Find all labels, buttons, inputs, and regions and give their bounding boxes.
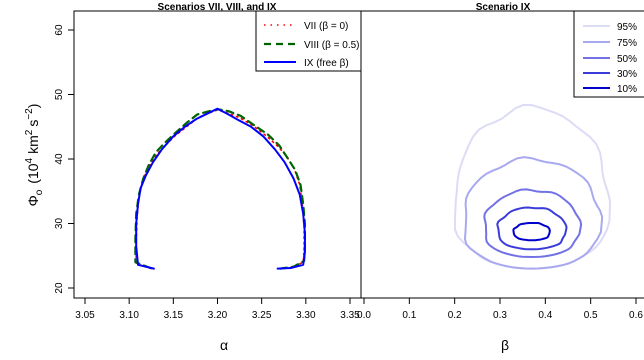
right-contours bbox=[453, 103, 611, 270]
right-x-tick-label: 0.6 bbox=[629, 310, 643, 321]
left-x-ticks: 3.05 3.10 3.15 3.20 3.25 3.30 3.35 bbox=[75, 298, 360, 321]
legend-label-75: 75% bbox=[617, 38, 637, 49]
y-label-phi-sub: o bbox=[34, 189, 45, 195]
contour-50pct bbox=[483, 188, 583, 258]
left-x-tick-label: 3.10 bbox=[119, 310, 139, 321]
right-plot-frame bbox=[360, 10, 644, 299]
right-x-tick-label: 0.1 bbox=[402, 310, 416, 321]
right-chart-title: Scenario IX bbox=[476, 2, 531, 13]
contour-30pct bbox=[496, 206, 568, 251]
right-panel: Scenario IX 0.0 0.1 0.2 0.3 0.4 0.5 0.6 β 95% … bbox=[357, 2, 644, 353]
contour-95pct bbox=[453, 103, 611, 270]
left-y-tick-label: 50 bbox=[54, 89, 65, 101]
right-x-tick-label: 0.3 bbox=[493, 310, 507, 321]
y-label-unit-exp3: −2 bbox=[24, 108, 35, 120]
series-curve-1 bbox=[134, 108, 306, 270]
legend-label-30: 30% bbox=[617, 69, 637, 80]
y-label-unit-km: km bbox=[25, 135, 41, 154]
legend-label-50: 50% bbox=[617, 54, 637, 65]
right-x-tick-label: 0.5 bbox=[584, 310, 598, 321]
contour-10pct bbox=[512, 222, 551, 242]
left-curves bbox=[134, 107, 306, 270]
left-y-tick-label: 40 bbox=[54, 153, 65, 165]
left-x-tick-label: 3.30 bbox=[296, 310, 316, 321]
left-x-tick-label: 3.25 bbox=[252, 310, 272, 321]
legend-label-ix: IX (free β) bbox=[304, 58, 349, 69]
series-curve-0 bbox=[135, 109, 305, 270]
left-x-tick-label: 3.20 bbox=[208, 310, 228, 321]
right-x-ticks: 0.0 0.1 0.2 0.3 0.4 0.5 0.6 bbox=[357, 298, 643, 321]
legend-label-vii: VII (β = 0) bbox=[304, 21, 348, 32]
left-legend: VII (β = 0) VIII (β = 0.5) IX (free β) bbox=[255, 10, 362, 72]
legend-label-viii: VIII (β = 0.5) bbox=[304, 40, 360, 51]
left-chart-title: Scenarios VII, VIII, and IX bbox=[158, 2, 277, 13]
right-x-tick-label: 0.2 bbox=[448, 310, 462, 321]
y-label-phi: Φ bbox=[25, 195, 41, 206]
right-x-axis-label: β bbox=[501, 337, 509, 353]
left-x-tick-label: 3.35 bbox=[340, 310, 360, 321]
left-y-tick-label: 30 bbox=[54, 218, 65, 230]
right-x-tick-label: 0.0 bbox=[357, 310, 371, 321]
y-axis-label: Φo (104 km2 s−2) bbox=[24, 104, 45, 207]
left-panel: Scenarios VII, VIII, and IX 3.05 3.10 3.15… bbox=[24, 2, 362, 353]
right-legend: 95% 75% 50% 30% 10% bbox=[573, 10, 644, 98]
contour-75pct bbox=[463, 156, 604, 270]
y-label-unit-close: ) bbox=[25, 104, 41, 109]
legend-label-10: 10% bbox=[617, 84, 637, 95]
left-x-tick-label: 3.15 bbox=[164, 310, 184, 321]
y-label-unit-s: s bbox=[25, 120, 41, 127]
y-label-unit-exp2: 2 bbox=[24, 129, 35, 135]
y-label-unit-open: (10 bbox=[25, 163, 41, 183]
left-y-tick-label: 20 bbox=[54, 282, 65, 294]
legend-label-95: 95% bbox=[617, 22, 637, 33]
left-x-tick-label: 3.05 bbox=[75, 310, 95, 321]
right-x-tick-label: 0.4 bbox=[538, 310, 552, 321]
y-label-unit-exp: 4 bbox=[24, 157, 35, 163]
left-y-tick-label: 60 bbox=[54, 24, 65, 36]
series-curve-2 bbox=[135, 107, 306, 270]
left-x-axis-label: α bbox=[220, 337, 228, 353]
left-y-ticks: 20 30 40 50 60 bbox=[54, 24, 74, 294]
